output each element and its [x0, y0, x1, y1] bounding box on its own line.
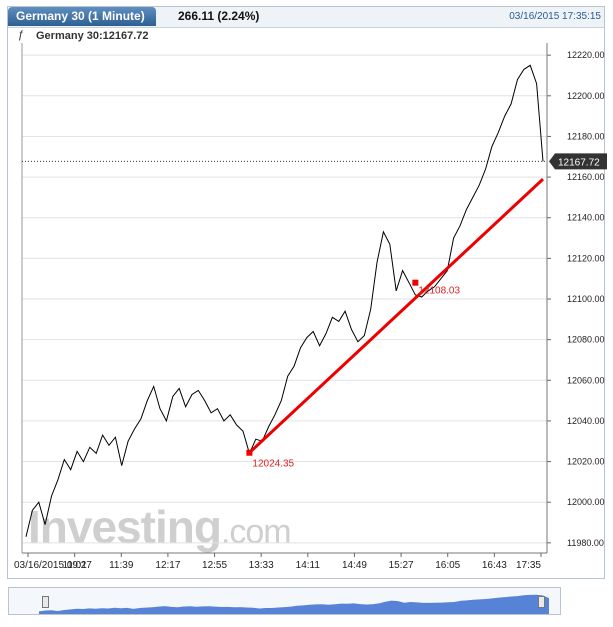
navigator-left-handle[interactable]	[42, 596, 49, 608]
function-icon: ƒ	[18, 29, 25, 41]
trend-label-mid: 12108.03	[418, 286, 460, 297]
grid-lines	[21, 43, 547, 553]
y-tick-label: 12080.00	[567, 335, 605, 345]
time-navigator[interactable]	[8, 587, 561, 615]
watermark-logo: Investing.com	[28, 500, 292, 554]
y-tick-label: 12120.00	[567, 253, 605, 263]
y-tick-label: 12060.00	[567, 375, 605, 385]
x-tick-label: 15:27	[389, 560, 414, 571]
x-tick-label: 11:39	[109, 560, 134, 571]
plot-area: 12024.35 12108.03	[22, 64, 547, 537]
y-tick-label: 12040.00	[567, 416, 605, 426]
watermark-suffix: .com	[220, 513, 292, 551]
watermark-brand: Investing	[28, 501, 222, 553]
trend-line	[248, 178, 545, 454]
y-tick-label: 12140.00	[567, 213, 605, 223]
x-tick-label: 16:05	[435, 560, 460, 571]
current-price-tag	[549, 153, 607, 170]
navigator-right-handle[interactable]	[538, 596, 545, 608]
y-tick-label: 12160.00	[567, 172, 605, 182]
trend-anchor-mid	[412, 279, 419, 286]
x-tick-label: 16:43	[482, 560, 507, 571]
x-tick-label: 13:33	[249, 560, 274, 571]
x-tick-label: 12:17	[155, 560, 180, 571]
y-tick-label: 12220.00	[567, 50, 605, 60]
x-tick-label: 11:01	[62, 560, 87, 571]
price-change: 266.11 (2.24%)	[178, 9, 260, 23]
timestamp: 03/16/2015 17:35:15	[509, 11, 601, 22]
x-tick-label: 12:55	[202, 560, 227, 571]
current-price-label: 12167.72	[558, 157, 600, 168]
x-tick-label: 14:11	[296, 560, 321, 571]
navigator-area	[39, 594, 549, 614]
chart-title: Germany 30 (1 Minute)	[8, 7, 156, 26]
chart-frame	[7, 6, 605, 579]
legend-label: Germany 30:12167.72	[36, 30, 149, 42]
y-tick-label: 12000.00	[567, 497, 605, 507]
trend-label-start: 12024.35	[252, 459, 294, 470]
price-series-line	[25, 64, 544, 537]
y-tick-label: 12020.00	[567, 457, 605, 467]
x-tick-label: 03/16/2015 09:27	[14, 560, 92, 571]
y-tick-label: 11980.00	[567, 538, 604, 548]
trend-anchor-start	[246, 449, 253, 456]
y-tick-label: 12100.00	[567, 294, 605, 304]
y-tick-label: 12200.00	[567, 91, 605, 101]
y-tick-label: 12180.00	[567, 131, 605, 141]
navigator-series	[39, 594, 549, 614]
x-tick-label: 14:49	[342, 560, 367, 571]
x-tick-label: 17:35	[516, 560, 541, 571]
header-bar	[8, 7, 604, 28]
y-axis: 11980.00 12000.00 12020.00 12040.00 12060.00…	[546, 43, 607, 553]
